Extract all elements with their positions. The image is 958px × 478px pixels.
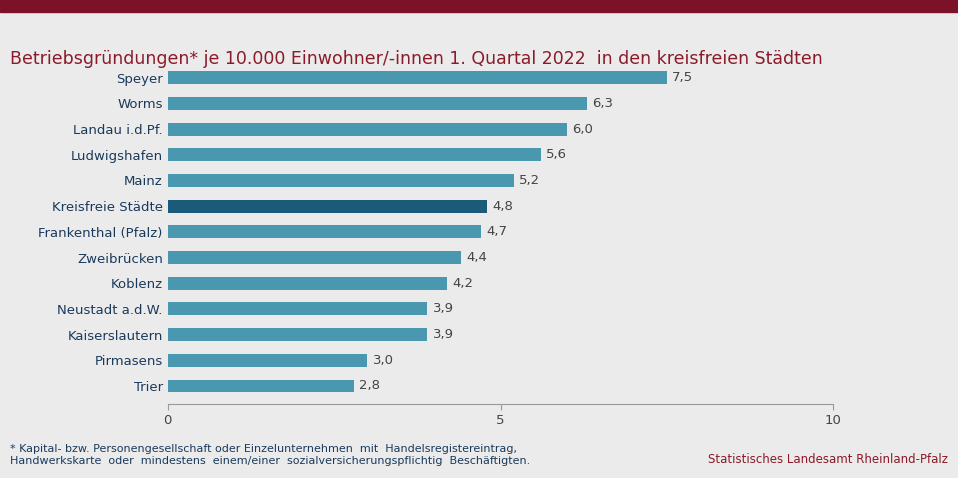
- Text: 5,2: 5,2: [519, 174, 540, 187]
- Bar: [168, 97, 587, 110]
- Bar: [168, 123, 567, 136]
- Text: 2,8: 2,8: [359, 380, 380, 392]
- Text: 6,0: 6,0: [573, 122, 593, 136]
- Bar: [168, 380, 354, 392]
- Bar: [168, 251, 461, 264]
- Text: 6,3: 6,3: [592, 97, 613, 110]
- Text: 5,6: 5,6: [546, 148, 567, 161]
- Text: 4,8: 4,8: [492, 200, 513, 213]
- Text: 3,9: 3,9: [433, 328, 454, 341]
- Bar: [168, 226, 481, 238]
- Text: 7,5: 7,5: [673, 71, 694, 84]
- Bar: [168, 277, 447, 290]
- Text: 3,9: 3,9: [433, 303, 454, 315]
- Bar: [168, 174, 513, 187]
- Bar: [168, 148, 540, 161]
- Text: Betriebsgründungen* je 10.000 Einwohner/-innen 1. Quartal 2022  in den kreisfrei: Betriebsgründungen* je 10.000 Einwohner/…: [10, 50, 822, 68]
- Bar: [168, 200, 488, 213]
- Text: 3,0: 3,0: [373, 354, 394, 367]
- Text: 4,4: 4,4: [466, 251, 487, 264]
- Text: * Kapital- bzw. Personengesellschaft oder Einzelunternehmen  mit  Handelsregiste: * Kapital- bzw. Personengesellschaft ode…: [10, 445, 530, 466]
- Bar: [168, 71, 667, 84]
- Bar: [168, 303, 427, 315]
- Bar: [168, 354, 368, 367]
- Text: 4,2: 4,2: [452, 277, 473, 290]
- Text: 4,7: 4,7: [486, 225, 507, 239]
- Text: Statistisches Landesamt Rheinland-Pfalz: Statistisches Landesamt Rheinland-Pfalz: [708, 453, 948, 466]
- Bar: [168, 328, 427, 341]
